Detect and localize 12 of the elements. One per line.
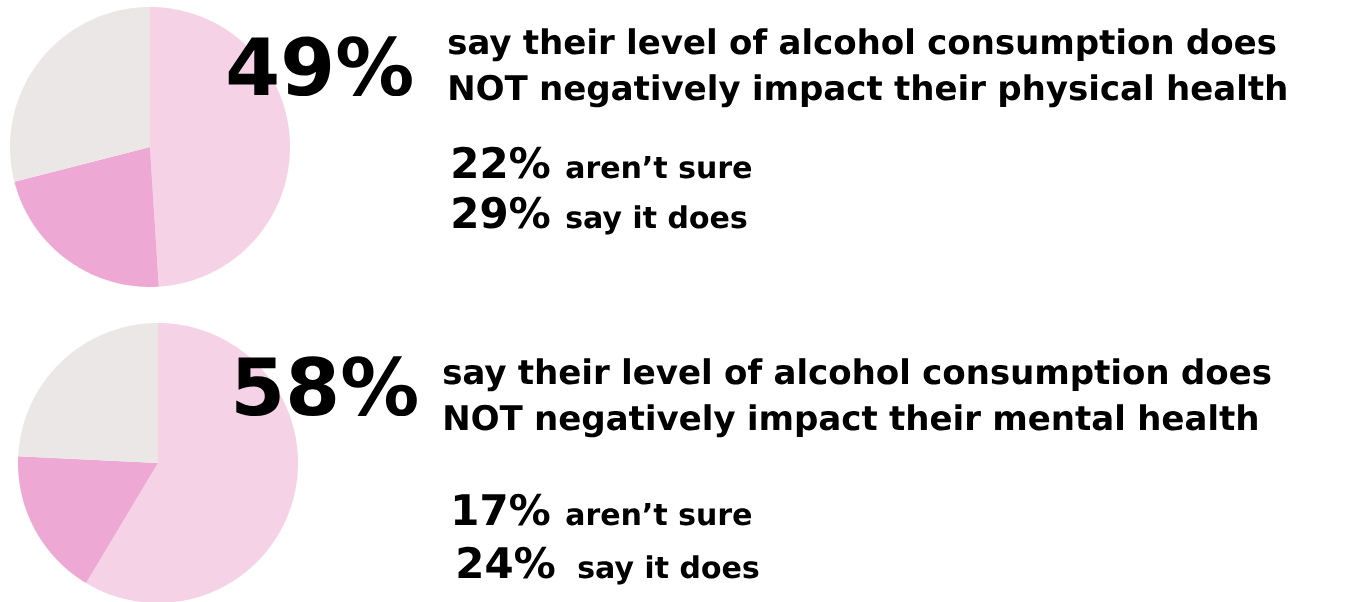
text: 49% xyxy=(228,36,412,97)
text: aren’t sure xyxy=(566,156,752,179)
text: say their level of alcohol consumption does NOT negatively impact their mental health xyxy=(443,358,1271,438)
text: 24% xyxy=(458,546,555,579)
text: 17% xyxy=(454,493,550,526)
text: say their level of alcohol consumption does NOT negatively impact their physical health xyxy=(448,28,1286,108)
text: 58% xyxy=(236,356,417,417)
text: say it does xyxy=(578,555,759,585)
text: aren’t sure xyxy=(566,503,752,526)
text: say it does xyxy=(566,205,747,235)
text: 29% xyxy=(453,196,550,229)
text: 22% xyxy=(453,146,550,179)
